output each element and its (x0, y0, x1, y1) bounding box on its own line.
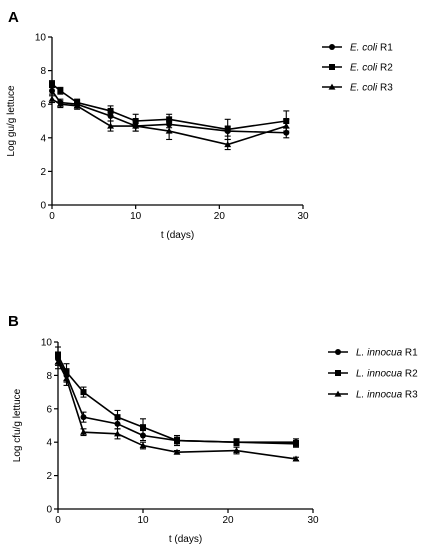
x-axis-title: t (days) (161, 230, 194, 241)
x-tick-label: 30 (307, 515, 319, 526)
y-axis-title: Log gu/g lettuce (6, 85, 17, 157)
x-tick-label: 10 (130, 211, 142, 222)
data-point (293, 440, 299, 447)
series-line (57, 361, 297, 460)
legend-label: L. innocua R3 (356, 390, 418, 401)
y-tick-label: 10 (35, 33, 47, 44)
y-tick-label: 6 (46, 404, 52, 415)
legend-entry: L. innocua R2 (328, 369, 418, 380)
data-point (139, 442, 147, 449)
y-tick-label: 0 (46, 505, 52, 516)
legend-label: L. innocua R1 (356, 348, 418, 359)
data-point (224, 141, 232, 148)
data-point (107, 122, 115, 129)
data-point (80, 389, 87, 396)
y-axis-title: Log cfu/g lettuce (12, 388, 23, 462)
legend-label-species: L. innocua (356, 348, 403, 359)
y-tick-label: 8 (46, 371, 52, 382)
legend-label-replicate: R2 (377, 63, 393, 74)
y-tick-label: 0 (40, 201, 46, 212)
y-tick-label: 2 (40, 167, 46, 178)
data-point (224, 126, 231, 133)
legend-label-replicate: R1 (402, 348, 418, 359)
series-line (57, 354, 297, 445)
legend-label-replicate: R1 (377, 43, 393, 54)
legend-label: E. coli R2 (350, 63, 393, 74)
data-point (292, 455, 300, 462)
panel-letter: B (8, 313, 19, 330)
data-point (132, 122, 140, 129)
legend-marker (335, 370, 341, 376)
legend-label: E. coli R1 (350, 43, 393, 54)
legend-marker (329, 64, 335, 70)
chart-panel-a: A 0 2 4 6 8 10 0 10 20 30 t (days) Log gu/g lettuce E… (6, 9, 393, 241)
data-point (49, 81, 55, 88)
x-tick-label: 30 (297, 211, 309, 222)
x-axis-title: t (days) (169, 534, 202, 545)
series-triangle (54, 354, 300, 462)
data-point (49, 87, 55, 94)
chart-panel-b: B 0 2 4 6 8 10 0 10 20 30 t (days) Log cfu/g lettuce… (8, 313, 418, 545)
x-tick-label: 20 (222, 515, 234, 526)
series-line (51, 98, 287, 146)
data-point (73, 102, 81, 109)
legend-marker (328, 83, 336, 90)
data-point (173, 448, 181, 455)
legend-label-replicate: R3 (377, 83, 393, 94)
y-tick-label: 8 (40, 66, 46, 77)
y-tick-label: 4 (46, 438, 52, 449)
legend-label-species: E. coli (350, 63, 378, 74)
data-point (54, 358, 62, 365)
legend-entry: E. coli R2 (322, 63, 393, 74)
data-point (165, 127, 173, 134)
legend-marker (329, 44, 335, 50)
data-point (233, 447, 240, 454)
legend-label-species: L. innocua (356, 369, 403, 380)
data-point (57, 87, 64, 94)
data-point (56, 100, 64, 107)
legend-label-replicate: R2 (402, 369, 418, 380)
data-point (80, 414, 87, 421)
data-point (282, 122, 290, 129)
y-tick-label: 6 (40, 100, 46, 111)
data-point (48, 95, 56, 102)
data-point (233, 439, 240, 446)
legend-label: E. coli R3 (350, 83, 393, 94)
x-tick-label: 10 (137, 515, 149, 526)
data-point (80, 428, 87, 435)
data-point (166, 116, 173, 123)
series-triangle (48, 95, 290, 151)
legend-label-species: L. innocua (356, 390, 403, 401)
legend-entry: L. innocua R3 (328, 390, 418, 401)
panel-letter: A (8, 9, 19, 26)
y-tick-label: 4 (40, 133, 46, 144)
data-point (63, 375, 70, 382)
x-tick-label: 0 (49, 211, 55, 222)
legend-marker (334, 390, 342, 397)
legend-entry: L. innocua R1 (328, 348, 418, 359)
data-point (114, 414, 121, 421)
legend-label-species: E. coli (350, 43, 378, 54)
x-tick-label: 0 (55, 515, 61, 526)
data-point (174, 437, 180, 444)
legend-entry: E. coli R1 (322, 43, 393, 54)
legend-label-species: E. coli (350, 83, 378, 94)
y-tick-label: 10 (41, 338, 53, 349)
legend-marker (335, 349, 341, 355)
y-tick-label: 2 (46, 471, 52, 482)
legend-entry: E. coli R3 (322, 83, 393, 94)
data-point (114, 430, 121, 437)
x-tick-label: 20 (214, 211, 226, 222)
data-point (140, 424, 146, 431)
legend-label-replicate: R3 (402, 390, 418, 401)
legend-label: L. innocua R2 (356, 369, 418, 380)
data-point (107, 107, 114, 114)
